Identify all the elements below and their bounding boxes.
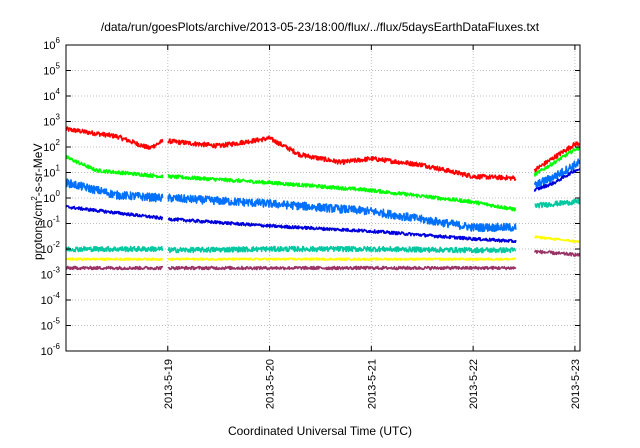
flux-series-line-4 bbox=[66, 168, 580, 243]
y-axis-label-prefix: protons/cm bbox=[31, 200, 45, 260]
x-tick-label: 2013-5-19 bbox=[163, 359, 175, 409]
x-tick-label: 2013-5-20 bbox=[265, 359, 277, 409]
y-tick-label: 10-5 bbox=[41, 317, 61, 333]
x-tick-label: 2013-5-21 bbox=[366, 359, 378, 409]
y-tick-label: 10-1 bbox=[41, 215, 61, 231]
y-tick-label: 104 bbox=[43, 87, 60, 103]
flux-series-line-3 bbox=[66, 158, 580, 233]
y-axis-label-suffix: -s-sr-MeV bbox=[31, 143, 45, 197]
y-tick-label: 10-2 bbox=[41, 240, 61, 256]
flux-series-line-6 bbox=[66, 235, 580, 261]
y-tick-label: 106 bbox=[43, 36, 60, 52]
y-tick-label: 105 bbox=[43, 62, 60, 78]
y-tick-label: 100 bbox=[43, 189, 60, 205]
y-tick-label: 101 bbox=[43, 164, 60, 180]
flux-series-line-7 bbox=[66, 249, 580, 271]
y-tick-label: 10-6 bbox=[41, 342, 61, 358]
x-tick-label: 2013-5-23 bbox=[570, 359, 582, 409]
y-tick-label: 103 bbox=[43, 113, 60, 129]
y-tick-label: 10-4 bbox=[41, 291, 61, 307]
flux-series-line-2 bbox=[66, 145, 580, 212]
flux-series-line-1 bbox=[66, 126, 580, 181]
x-axis-label: Coordinated Universal Time (UTC) bbox=[227, 424, 413, 438]
y-axis-label: protons/cm2-s-sr-MeV bbox=[30, 144, 45, 260]
y-tick-label: 10-3 bbox=[41, 266, 61, 282]
y-tick-label: 102 bbox=[43, 138, 60, 154]
chart-title: /data/run/goesPlots/archive/2013-05-23/1… bbox=[100, 20, 540, 34]
y-axis-label-exponent: 2 bbox=[30, 196, 39, 201]
flux-series-line-5 bbox=[66, 198, 580, 254]
x-tick-label: 2013-5-22 bbox=[468, 359, 480, 409]
